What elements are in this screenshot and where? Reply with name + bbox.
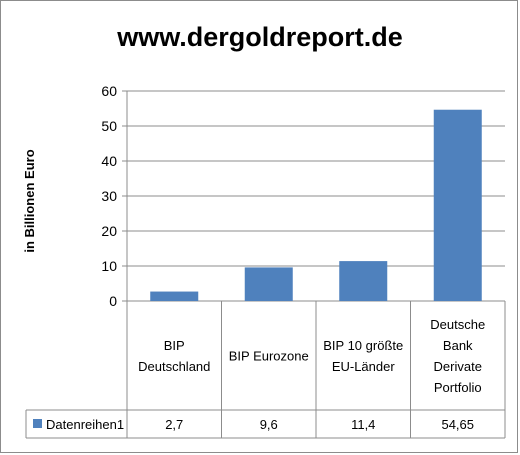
y-tick-label: 60 [101, 83, 117, 99]
category-label: BIP [164, 338, 185, 353]
y-tick-label: 10 [101, 258, 117, 274]
category-label: BIP Eurozone [229, 349, 309, 364]
category-label: EU-Länder [332, 359, 396, 374]
category-label: Deutsche [430, 317, 485, 332]
data-table-value: 2,7 [165, 417, 183, 432]
category-label: Deutschland [138, 359, 210, 374]
bar [244, 267, 293, 301]
y-tick-label: 0 [109, 293, 117, 309]
y-tick-label: 30 [101, 188, 117, 204]
legend-swatch [33, 419, 42, 428]
category-label: BIP 10 größte [323, 338, 403, 353]
data-table-value: 11,4 [351, 417, 375, 432]
legend-series-name: Datenreihen1 [46, 417, 124, 432]
data-table-value: 9,6 [260, 417, 278, 432]
bar [339, 261, 388, 301]
y-axis-label: in Billionen Euro [22, 149, 37, 252]
data-table-value: 54,65 [441, 417, 474, 432]
y-tick-label: 40 [101, 153, 117, 169]
bar [150, 291, 199, 301]
chart-title: www.dergoldreport.de [117, 22, 403, 52]
category-label: Derivate [434, 359, 482, 374]
category-label: Portfolio [434, 380, 482, 395]
bar [433, 109, 482, 301]
y-tick-label: 50 [101, 118, 117, 134]
category-label: Bank [443, 338, 473, 353]
y-tick-label: 20 [101, 223, 117, 239]
